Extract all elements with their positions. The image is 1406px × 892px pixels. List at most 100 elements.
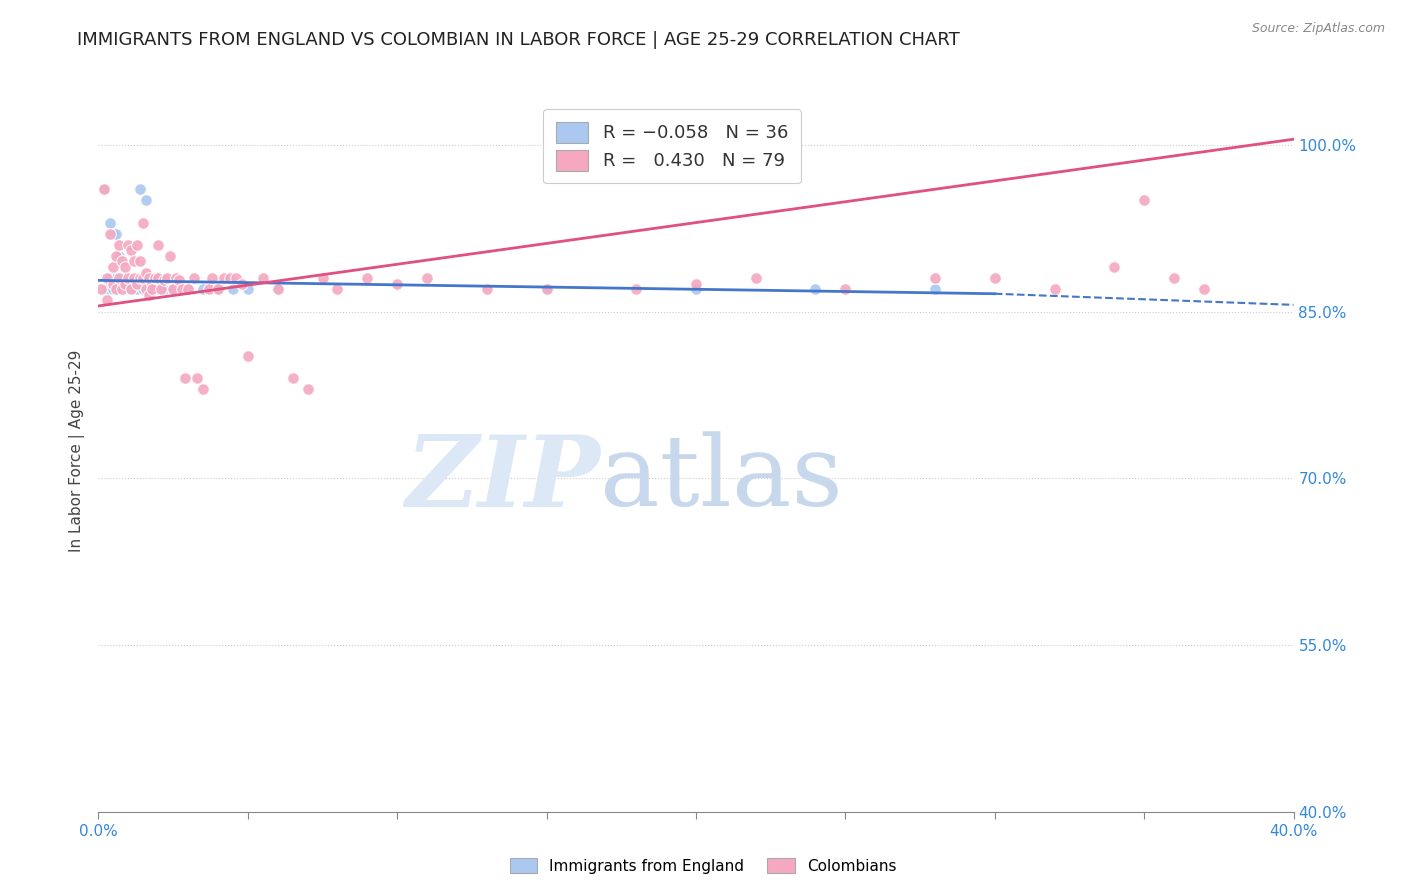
Point: [111, 277, 134, 291]
Point: [138, 271, 160, 285]
Point: [281, 371, 304, 385]
Point: [148, 271, 170, 285]
Point: [267, 282, 290, 296]
Point: [177, 282, 200, 296]
Point: [385, 277, 409, 291]
Text: Source: ZipAtlas.com: Source: ZipAtlas.com: [1251, 22, 1385, 36]
Point: [105, 282, 128, 296]
Legend: R = −0.058   N = 36, R =   0.430   N = 79: R = −0.058 N = 36, R = 0.430 N = 79: [543, 109, 801, 183]
Point: [141, 282, 163, 296]
Point: [124, 282, 146, 296]
Point: [93, 182, 115, 196]
Point: [127, 282, 149, 296]
Point: [685, 282, 707, 296]
Point: [98, 216, 122, 230]
Point: [132, 216, 155, 230]
Point: [141, 282, 163, 296]
Point: [183, 271, 205, 285]
Point: [804, 282, 827, 296]
Point: [124, 271, 146, 285]
Point: [98, 271, 122, 285]
Text: IMMIGRANTS FROM ENGLAND VS COLOMBIAN IN LABOR FORCE | AGE 25-29 CORRELATION CHAR: IMMIGRANTS FROM ENGLAND VS COLOMBIAN IN …: [77, 31, 960, 49]
Y-axis label: In Labor Force | Age 25-29: In Labor Force | Age 25-29: [69, 350, 84, 551]
Point: [117, 271, 139, 285]
Point: [90, 282, 112, 296]
Point: [114, 277, 136, 291]
Point: [103, 277, 125, 291]
Point: [356, 271, 378, 285]
Point: [132, 282, 155, 296]
Point: [225, 271, 247, 285]
Point: [311, 271, 333, 285]
Point: [207, 282, 229, 296]
Point: [129, 271, 152, 285]
Point: [127, 237, 149, 252]
Point: [198, 282, 221, 296]
Point: [120, 244, 142, 258]
Point: [141, 277, 163, 291]
Point: [96, 293, 118, 308]
Point: [148, 237, 170, 252]
Point: [114, 282, 136, 296]
Point: [191, 382, 214, 396]
Point: [165, 271, 187, 285]
Point: [212, 271, 235, 285]
Point: [135, 194, 157, 208]
Point: [148, 282, 170, 296]
Point: [103, 260, 125, 274]
Point: [135, 282, 157, 296]
Point: [143, 271, 166, 285]
Point: [297, 382, 319, 396]
Point: [924, 271, 946, 285]
Point: [120, 282, 142, 296]
Point: [162, 282, 184, 296]
Point: [105, 227, 128, 241]
Point: [834, 282, 856, 296]
Point: [111, 282, 134, 296]
Point: [159, 249, 181, 263]
Point: [111, 254, 134, 268]
Point: [231, 277, 253, 291]
Point: [129, 182, 152, 196]
Point: [150, 282, 173, 296]
Point: [98, 227, 122, 241]
Point: [745, 271, 768, 285]
Point: [120, 282, 142, 296]
Point: [143, 282, 166, 296]
Point: [167, 273, 190, 287]
Point: [1163, 271, 1185, 285]
Point: [103, 227, 125, 241]
Point: [127, 277, 149, 291]
Point: [117, 277, 139, 291]
Point: [191, 282, 214, 296]
Text: ZIP: ZIP: [405, 431, 600, 527]
Point: [177, 282, 200, 296]
Point: [326, 282, 349, 296]
Point: [156, 271, 179, 285]
Point: [174, 371, 197, 385]
Point: [138, 282, 160, 296]
Point: [201, 271, 224, 285]
Text: atlas: atlas: [600, 432, 844, 527]
Point: [207, 282, 229, 296]
Point: [108, 271, 131, 285]
Point: [267, 282, 290, 296]
Point: [114, 260, 136, 274]
Point: [1133, 194, 1156, 208]
Point: [416, 271, 439, 285]
Point: [153, 273, 176, 287]
Point: [1043, 282, 1066, 296]
Point: [138, 288, 160, 302]
Point: [108, 237, 131, 252]
Point: [117, 237, 139, 252]
Point: [96, 282, 118, 296]
Point: [685, 277, 707, 291]
Point: [132, 271, 155, 285]
Point: [475, 282, 498, 296]
Point: [153, 282, 176, 296]
Point: [172, 282, 194, 296]
Point: [1104, 260, 1126, 274]
Point: [117, 282, 139, 296]
Point: [536, 282, 558, 296]
Point: [103, 282, 125, 296]
